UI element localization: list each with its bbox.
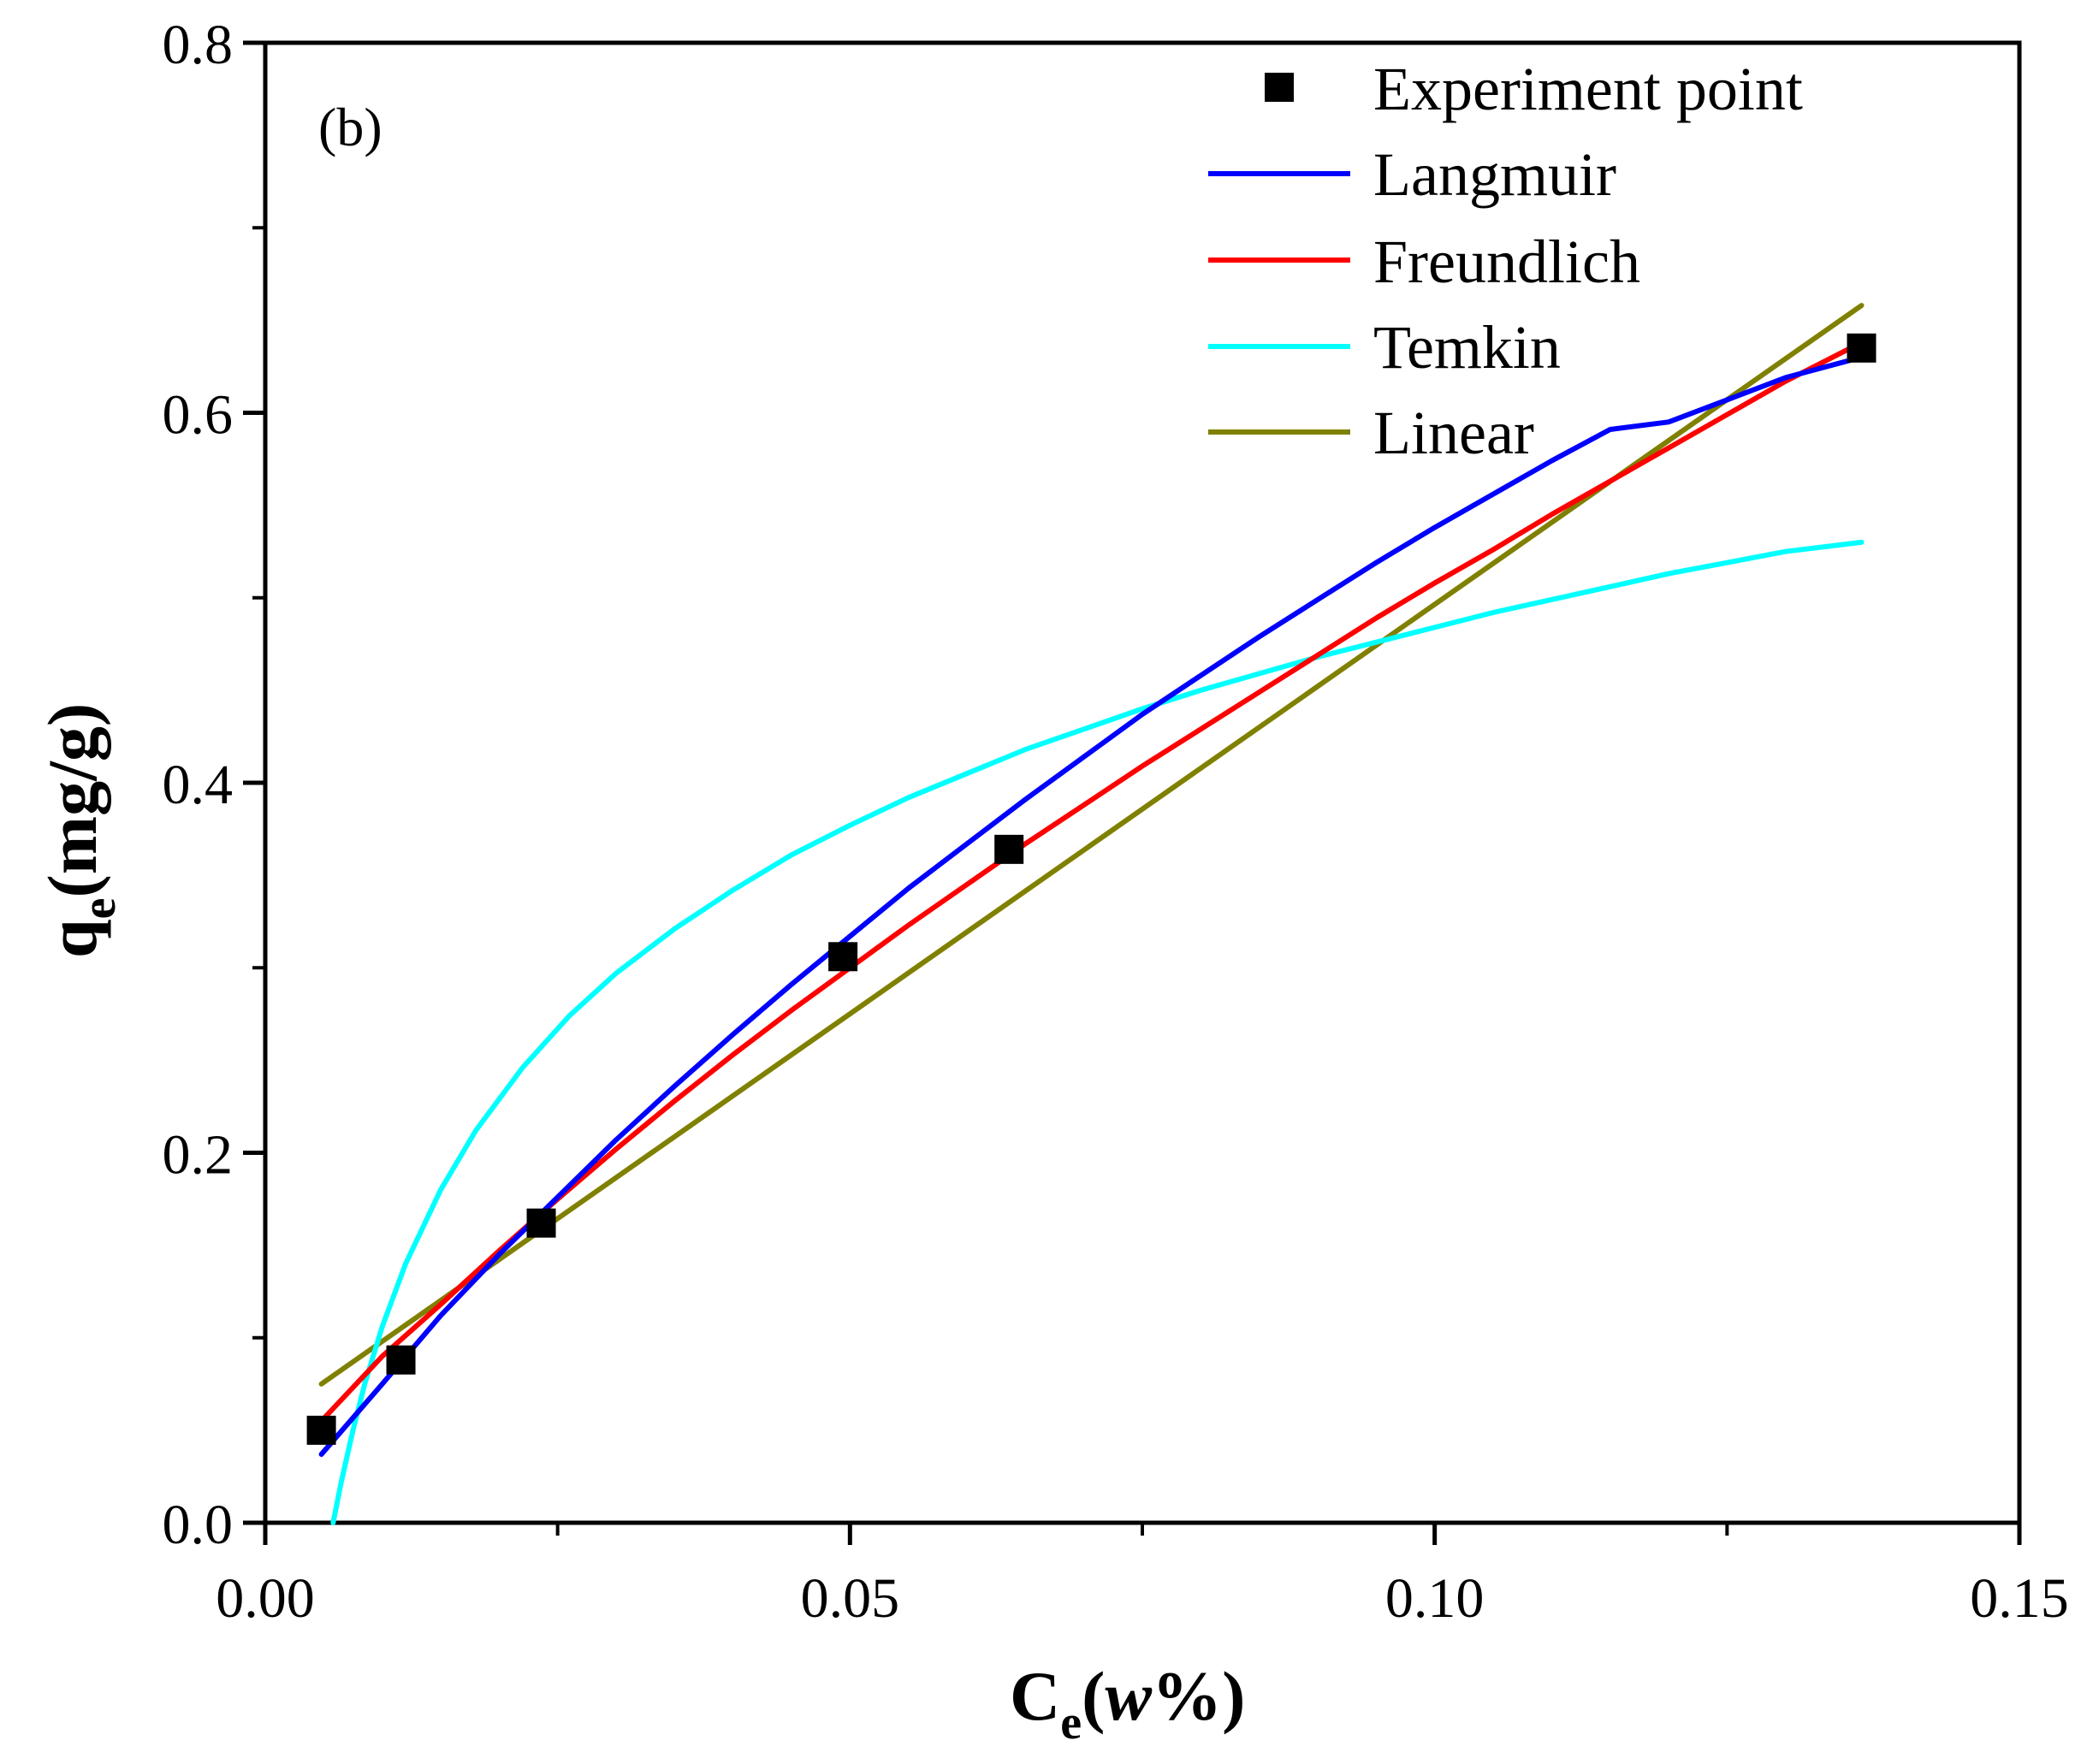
- y-axis-title-main: q: [33, 919, 111, 958]
- x-axis-title-paren: (: [1082, 1657, 1105, 1735]
- x-axis-title-italic: w: [1105, 1657, 1152, 1735]
- y-tick-label: 0.0: [163, 1494, 234, 1556]
- legend-label-linear: Linear: [1373, 399, 1534, 467]
- y-tick-label: 0.6: [163, 384, 234, 447]
- x-tick-label: 0.15: [1970, 1567, 2069, 1630]
- legend-marker-experiment: [1265, 73, 1294, 102]
- legend-label-experiment: Experiment point: [1373, 55, 1803, 123]
- experiment-point: [306, 1415, 336, 1445]
- fit-curves: [318, 303, 1865, 1525]
- experiment-point: [526, 1208, 556, 1238]
- x-tick-label: 0.10: [1385, 1567, 1485, 1630]
- y-axis-title: qe(mg/g): [33, 703, 126, 958]
- x-axis-title-subscript: e: [1060, 1696, 1082, 1749]
- experiment-point: [994, 834, 1024, 864]
- experiment-point: [1847, 333, 1877, 363]
- x-axis-title-rest: %): [1152, 1657, 1245, 1735]
- series-line-langmuir: [318, 354, 1865, 1457]
- y-axis-title-subscript: e: [73, 898, 126, 920]
- x-tick-label: 0.00: [216, 1567, 315, 1630]
- x-axis-ticks: 0.00 0.05 0.10 0.15: [216, 1523, 2069, 1630]
- experiment-point: [386, 1345, 416, 1375]
- series-line-freundlich: [318, 340, 1865, 1424]
- legend: Experiment point Langmuir Freundlich Tem…: [1208, 55, 1803, 467]
- legend-label-temkin: Temkin: [1373, 313, 1561, 382]
- legend-label-langmuir: Langmuir: [1373, 140, 1616, 209]
- y-tick-label: 0.4: [163, 754, 234, 816]
- panel-label: (b): [318, 97, 382, 157]
- experiment-point: [828, 942, 858, 972]
- experiment-points: [306, 333, 1877, 1445]
- y-axis-title-rest: (mg/g): [33, 703, 111, 898]
- x-tick-label: 0.05: [801, 1567, 900, 1630]
- y-axis-ticks: 0.0 0.2 0.4 0.6 0.8: [163, 14, 265, 1556]
- y-tick-label: 0.2: [163, 1124, 234, 1187]
- x-axis-title-main: C: [1010, 1657, 1060, 1735]
- y-tick-label: 0.8: [163, 14, 234, 76]
- legend-label-freundlich: Freundlich: [1373, 228, 1640, 296]
- series-line-temkin: [330, 539, 1865, 1525]
- x-axis-title: Ce(w%): [1010, 1657, 1245, 1749]
